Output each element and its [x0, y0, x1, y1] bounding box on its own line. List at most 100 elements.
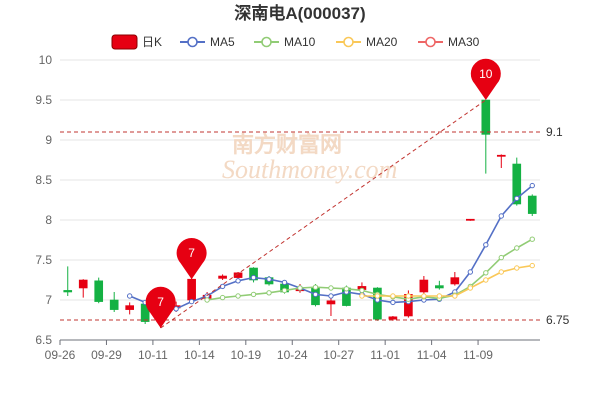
pin-marker: 10 [470, 58, 501, 100]
legend-item-ma10: MA10 [254, 35, 316, 49]
reference-lines: 9.1 6.75 [60, 99, 570, 329]
ma-point-ma20 [483, 277, 489, 283]
pin-marker: 7 [145, 286, 176, 328]
ma-point-ma5 [529, 182, 535, 189]
pin-label: 7 [188, 246, 195, 260]
ma-point-ma5 [328, 293, 334, 299]
ma-point-ma5 [467, 269, 474, 275]
y-tick-label: 9 [45, 133, 52, 147]
pin-label: 7 [157, 295, 164, 309]
candle-body [218, 275, 227, 279]
ma-point-ma5 [483, 242, 489, 248]
watermark: 南方财富网 Southmoney.com [222, 132, 397, 184]
candle-body [419, 279, 429, 293]
candle-body [109, 299, 119, 310]
x-tick-label: 11-09 [463, 348, 493, 362]
ma-point-ma10 [235, 293, 241, 299]
chart-title: 深南电A(000037) [234, 3, 365, 23]
candle-body [481, 99, 491, 135]
ma-point-ma10 [328, 285, 334, 291]
legend-item-日k: 日K [111, 34, 162, 50]
ma-point-ma5 [281, 279, 288, 286]
candle-body [125, 305, 135, 310]
reference-line-label: 6.75 [546, 313, 570, 327]
y-tick-label: 6.5 [35, 333, 52, 347]
legend-label: MA10 [284, 35, 316, 49]
legend-label: MA20 [366, 35, 398, 49]
ma-line-ma10 [206, 238, 533, 301]
candle-body [450, 277, 460, 285]
candle-body [233, 272, 243, 278]
y-axis: 10 9.5 9 8.5 8 7.5 7 6.5 [35, 53, 52, 347]
x-axis: 09-26 09-29 10-11 10-14 10-19 10-24 10-27 11-01… [45, 339, 540, 362]
candle-body [326, 300, 336, 305]
legend-label: MA30 [448, 35, 480, 49]
pin-shape [470, 58, 501, 100]
legend-item-ma30: MA30 [418, 35, 480, 49]
ma-point-ma5 [390, 299, 396, 306]
ma-point-ma20 [374, 293, 381, 299]
ma-point-ma20 [498, 269, 504, 275]
ma-point-ma20 [359, 293, 365, 299]
x-tick-label: 10-14 [184, 348, 215, 362]
ma-point-ma10 [250, 291, 257, 298]
pin-shape [176, 238, 207, 280]
y-tick-label: 10 [39, 53, 53, 67]
candle-body [465, 218, 475, 221]
legend-item-ma20: MA20 [336, 35, 398, 49]
legend-dot-icon [425, 36, 436, 48]
ma-point-ma5 [219, 283, 226, 290]
candle-body [94, 280, 104, 302]
ma-point-ma5 [312, 291, 319, 298]
legend-label: 日K [142, 35, 162, 49]
ma-point-ma10 [219, 294, 226, 301]
x-tick-label: 11-01 [370, 348, 400, 362]
candle-body [512, 163, 522, 205]
candle-body [187, 278, 196, 301]
ma-point-ma10 [266, 290, 272, 296]
candle-body [78, 279, 88, 289]
legend: 日K MA5 MA10 MA20 MA30 [111, 34, 480, 50]
legend-candle-icon [111, 34, 138, 50]
ma-point-ma20 [436, 293, 443, 299]
legend-dot-icon [343, 36, 354, 48]
x-tick-label: 10-24 [277, 348, 308, 362]
candle-body [496, 154, 506, 157]
watermark-en: Southmoney.com [222, 155, 397, 184]
x-tick-label: 10-19 [230, 348, 261, 362]
x-tick-label: 09-26 [45, 348, 76, 362]
reference-line-label: 9.1 [546, 125, 563, 139]
pin-marker: 7 [176, 238, 207, 280]
y-tick-label: 8.5 [35, 173, 52, 187]
y-tick-label: 7 [45, 293, 52, 307]
ma-point-ma20 [514, 265, 520, 271]
ma-point-ma10 [483, 270, 489, 276]
ma-point-ma5 [250, 274, 257, 281]
pin-label: 10 [479, 67, 493, 81]
ma-point-ma10 [498, 254, 504, 261]
ma-point-ma10 [529, 236, 535, 242]
ma-point-ma10 [312, 284, 319, 290]
x-tick-label: 10-27 [323, 348, 354, 362]
ma-point-ma5 [188, 298, 195, 305]
x-tick-label: 10-11 [138, 348, 168, 362]
ma-point-ma5 [173, 306, 179, 312]
legend-dot-icon [187, 36, 198, 48]
ma-point-ma20 [405, 293, 412, 299]
trend-line [160, 99, 487, 329]
ma-point-ma10 [204, 297, 210, 303]
ma-point-ma10 [514, 245, 520, 251]
pin-shape [145, 286, 176, 328]
markers: 10 7 7 [145, 58, 501, 328]
ma-point-ma5 [514, 195, 520, 202]
grid [60, 59, 540, 341]
y-tick-label: 8 [45, 213, 52, 227]
ma-point-ma5 [266, 276, 272, 282]
candle-body [527, 195, 537, 214]
ma-point-ma10 [297, 285, 303, 291]
ma-line-ma20 [361, 264, 533, 297]
candle-body [435, 285, 444, 289]
legend-item-ma5: MA5 [180, 35, 235, 49]
ma-point-ma20 [390, 293, 396, 299]
